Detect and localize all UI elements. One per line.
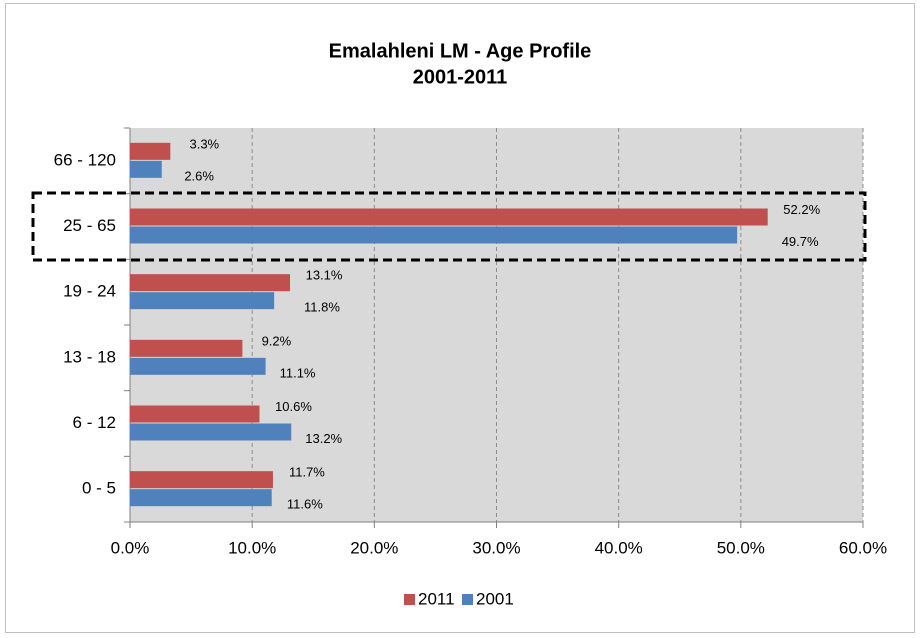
- legend-swatch: [404, 594, 415, 605]
- bar: [130, 471, 273, 489]
- bar: [130, 208, 768, 226]
- chart-subtitle: 2001-2011: [413, 66, 508, 88]
- data-label: 52.2%: [783, 202, 820, 217]
- bar: [130, 292, 275, 310]
- x-tick-label: 60.0%: [839, 538, 887, 557]
- y-tick-label: 6 - 12: [73, 413, 116, 432]
- x-tick-label: 50.0%: [717, 538, 765, 557]
- y-tick-label: 66 - 120: [54, 150, 116, 169]
- data-label: 2.6%: [184, 168, 214, 183]
- x-tick-label: 0.0%: [111, 538, 150, 557]
- bar: [130, 489, 272, 507]
- bar: [130, 405, 260, 423]
- y-tick-label: 0 - 5: [82, 479, 116, 498]
- bar: [130, 339, 243, 357]
- x-tick-label: 20.0%: [350, 538, 398, 557]
- y-tick-label: 13 - 18: [63, 347, 116, 366]
- y-tick-label: 25 - 65: [63, 216, 116, 235]
- data-label: 13.2%: [305, 431, 342, 446]
- bar: [130, 357, 266, 375]
- bar: [130, 226, 738, 244]
- legend-swatch: [462, 594, 473, 605]
- data-label: 13.1%: [306, 268, 343, 283]
- data-label: 11.8%: [304, 300, 340, 315]
- chart-title: Emalahleni LM - Age Profile: [329, 40, 592, 62]
- highlight-box: [31, 191, 867, 262]
- y-tick-label: 19 - 24: [63, 282, 116, 301]
- data-label: 10.6%: [275, 399, 312, 414]
- x-tick-label: 10.0%: [228, 538, 276, 557]
- data-label: 3.3%: [189, 136, 219, 151]
- data-label: 11.6%: [287, 497, 323, 512]
- bar: [130, 160, 162, 178]
- data-label: 49.7%: [782, 234, 819, 249]
- x-tick-label: 40.0%: [595, 538, 643, 557]
- legend-label: 2011: [418, 589, 455, 608]
- bar: [130, 423, 292, 441]
- data-label: 9.2%: [262, 333, 292, 348]
- data-label: 11.7%: [289, 465, 325, 480]
- bar: [130, 142, 171, 160]
- x-tick-label: 30.0%: [472, 538, 520, 557]
- plot: 0.0% 10.0% 20.0% 30.0% 40.0% 50.0% 60.0% 66 - 1…: [54, 127, 887, 608]
- legend-label: 2001: [476, 589, 514, 608]
- bar: [130, 274, 291, 292]
- data-label: 11.1%: [280, 365, 316, 380]
